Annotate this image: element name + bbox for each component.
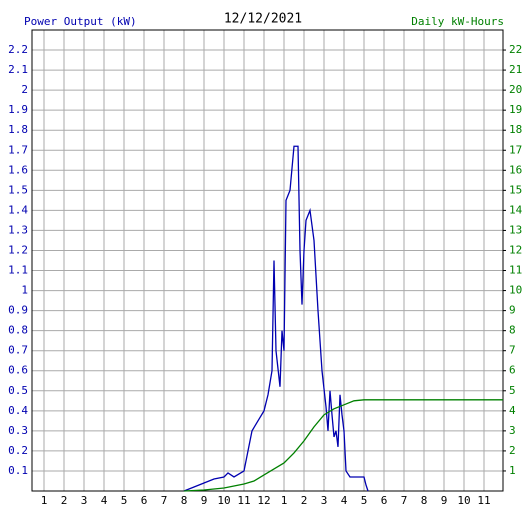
x-tick-label: 8: [181, 494, 188, 507]
y-tick-label: 0.8: [8, 324, 28, 337]
y2-tick-label: 4: [509, 404, 516, 417]
x-tick-label: 4: [101, 494, 108, 507]
x-tick-label: 9: [201, 494, 208, 507]
y2-tick-label: 3: [509, 424, 516, 437]
y-axis-label: Power Output (kW): [24, 15, 137, 28]
y-tick-label: 1: [21, 284, 28, 297]
y-tick-label: 1.2: [8, 243, 28, 256]
x-tick-label: 5: [361, 494, 368, 507]
x-tick-label: 10: [217, 494, 230, 507]
y2-tick-label: 5: [509, 384, 516, 397]
y-tick-label: 1.3: [8, 223, 28, 236]
x-tick-label: 8: [421, 494, 428, 507]
x-tick-label: 5: [121, 494, 128, 507]
y-tick-label: 0.5: [8, 384, 28, 397]
y-tick-label: 1.6: [8, 163, 28, 176]
y-tick-label: 1.5: [8, 183, 28, 196]
x-tick-label: 7: [401, 494, 408, 507]
series-line: [183, 145, 369, 492]
series-line: [183, 399, 503, 492]
y-tick-label: 0.6: [8, 364, 28, 377]
y2-tick-label: 14: [509, 203, 523, 216]
y2-tick-label: 13: [509, 223, 522, 236]
y-tick-label: 0.3: [8, 424, 28, 437]
y-tick-label: 0.9: [8, 304, 28, 317]
y-tick-label: 1.9: [8, 103, 28, 116]
y2-tick-label: 17: [509, 143, 522, 156]
x-tick-label: 11: [237, 494, 250, 507]
y2-tick-label: 16: [509, 163, 522, 176]
x-tick-label: 11: [477, 494, 490, 507]
y-tick-label: 2.1: [8, 63, 28, 76]
y2-tick-label: 8: [509, 324, 516, 337]
y-tick-label: 0.2: [8, 444, 28, 457]
y2-tick-label: 18: [509, 123, 522, 136]
x-tick-label: 3: [321, 494, 328, 507]
y2-tick-label: 7: [509, 344, 516, 357]
x-tick-label: 9: [441, 494, 448, 507]
y2-axis-label: Daily kW-Hours: [411, 15, 504, 28]
y-tick-label: 0.4: [8, 404, 28, 417]
y2-tick-label: 9: [509, 304, 516, 317]
y2-tick-label: 2: [509, 444, 516, 457]
y2-tick-label: 6: [509, 364, 516, 377]
y2-tick-label: 10: [509, 284, 522, 297]
y2-tick-label: 22: [509, 43, 522, 56]
x-tick-label: 12: [257, 494, 270, 507]
y2-tick-label: 1: [509, 464, 516, 477]
y-tick-label: 1.7: [8, 143, 28, 156]
chart-title: 12/12/2021: [224, 12, 302, 27]
y-tick-label: 1.4: [8, 203, 28, 216]
x-tick-label: 3: [81, 494, 88, 507]
y-tick-label: 2: [21, 83, 28, 96]
y2-tick-label: 21: [509, 63, 522, 76]
plot-frame: [31, 29, 504, 492]
x-tick-label: 10: [457, 494, 470, 507]
y-tick-label: 1.1: [8, 264, 28, 277]
y-tick-label: 1.8: [8, 123, 28, 136]
x-tick-label: 1: [41, 494, 48, 507]
y2-tick-label: 11: [509, 264, 522, 277]
y2-tick-label: 20: [509, 83, 522, 96]
x-tick-label: 6: [141, 494, 148, 507]
x-tick-label: 2: [61, 494, 68, 507]
y2-tick-label: 12: [509, 243, 522, 256]
x-tick-label: 1: [281, 494, 288, 507]
x-tick-label: 6: [381, 494, 388, 507]
x-tick-label: 4: [341, 494, 348, 507]
y-tick-label: 0.7: [8, 344, 28, 357]
x-tick-label: 2: [301, 494, 308, 507]
x-tick-label: 7: [161, 494, 168, 507]
y-tick-label: 0.1: [8, 464, 28, 477]
y-tick-label: 2.2: [8, 43, 28, 56]
y2-tick-label: 19: [509, 103, 522, 116]
y2-tick-label: 15: [509, 183, 522, 196]
